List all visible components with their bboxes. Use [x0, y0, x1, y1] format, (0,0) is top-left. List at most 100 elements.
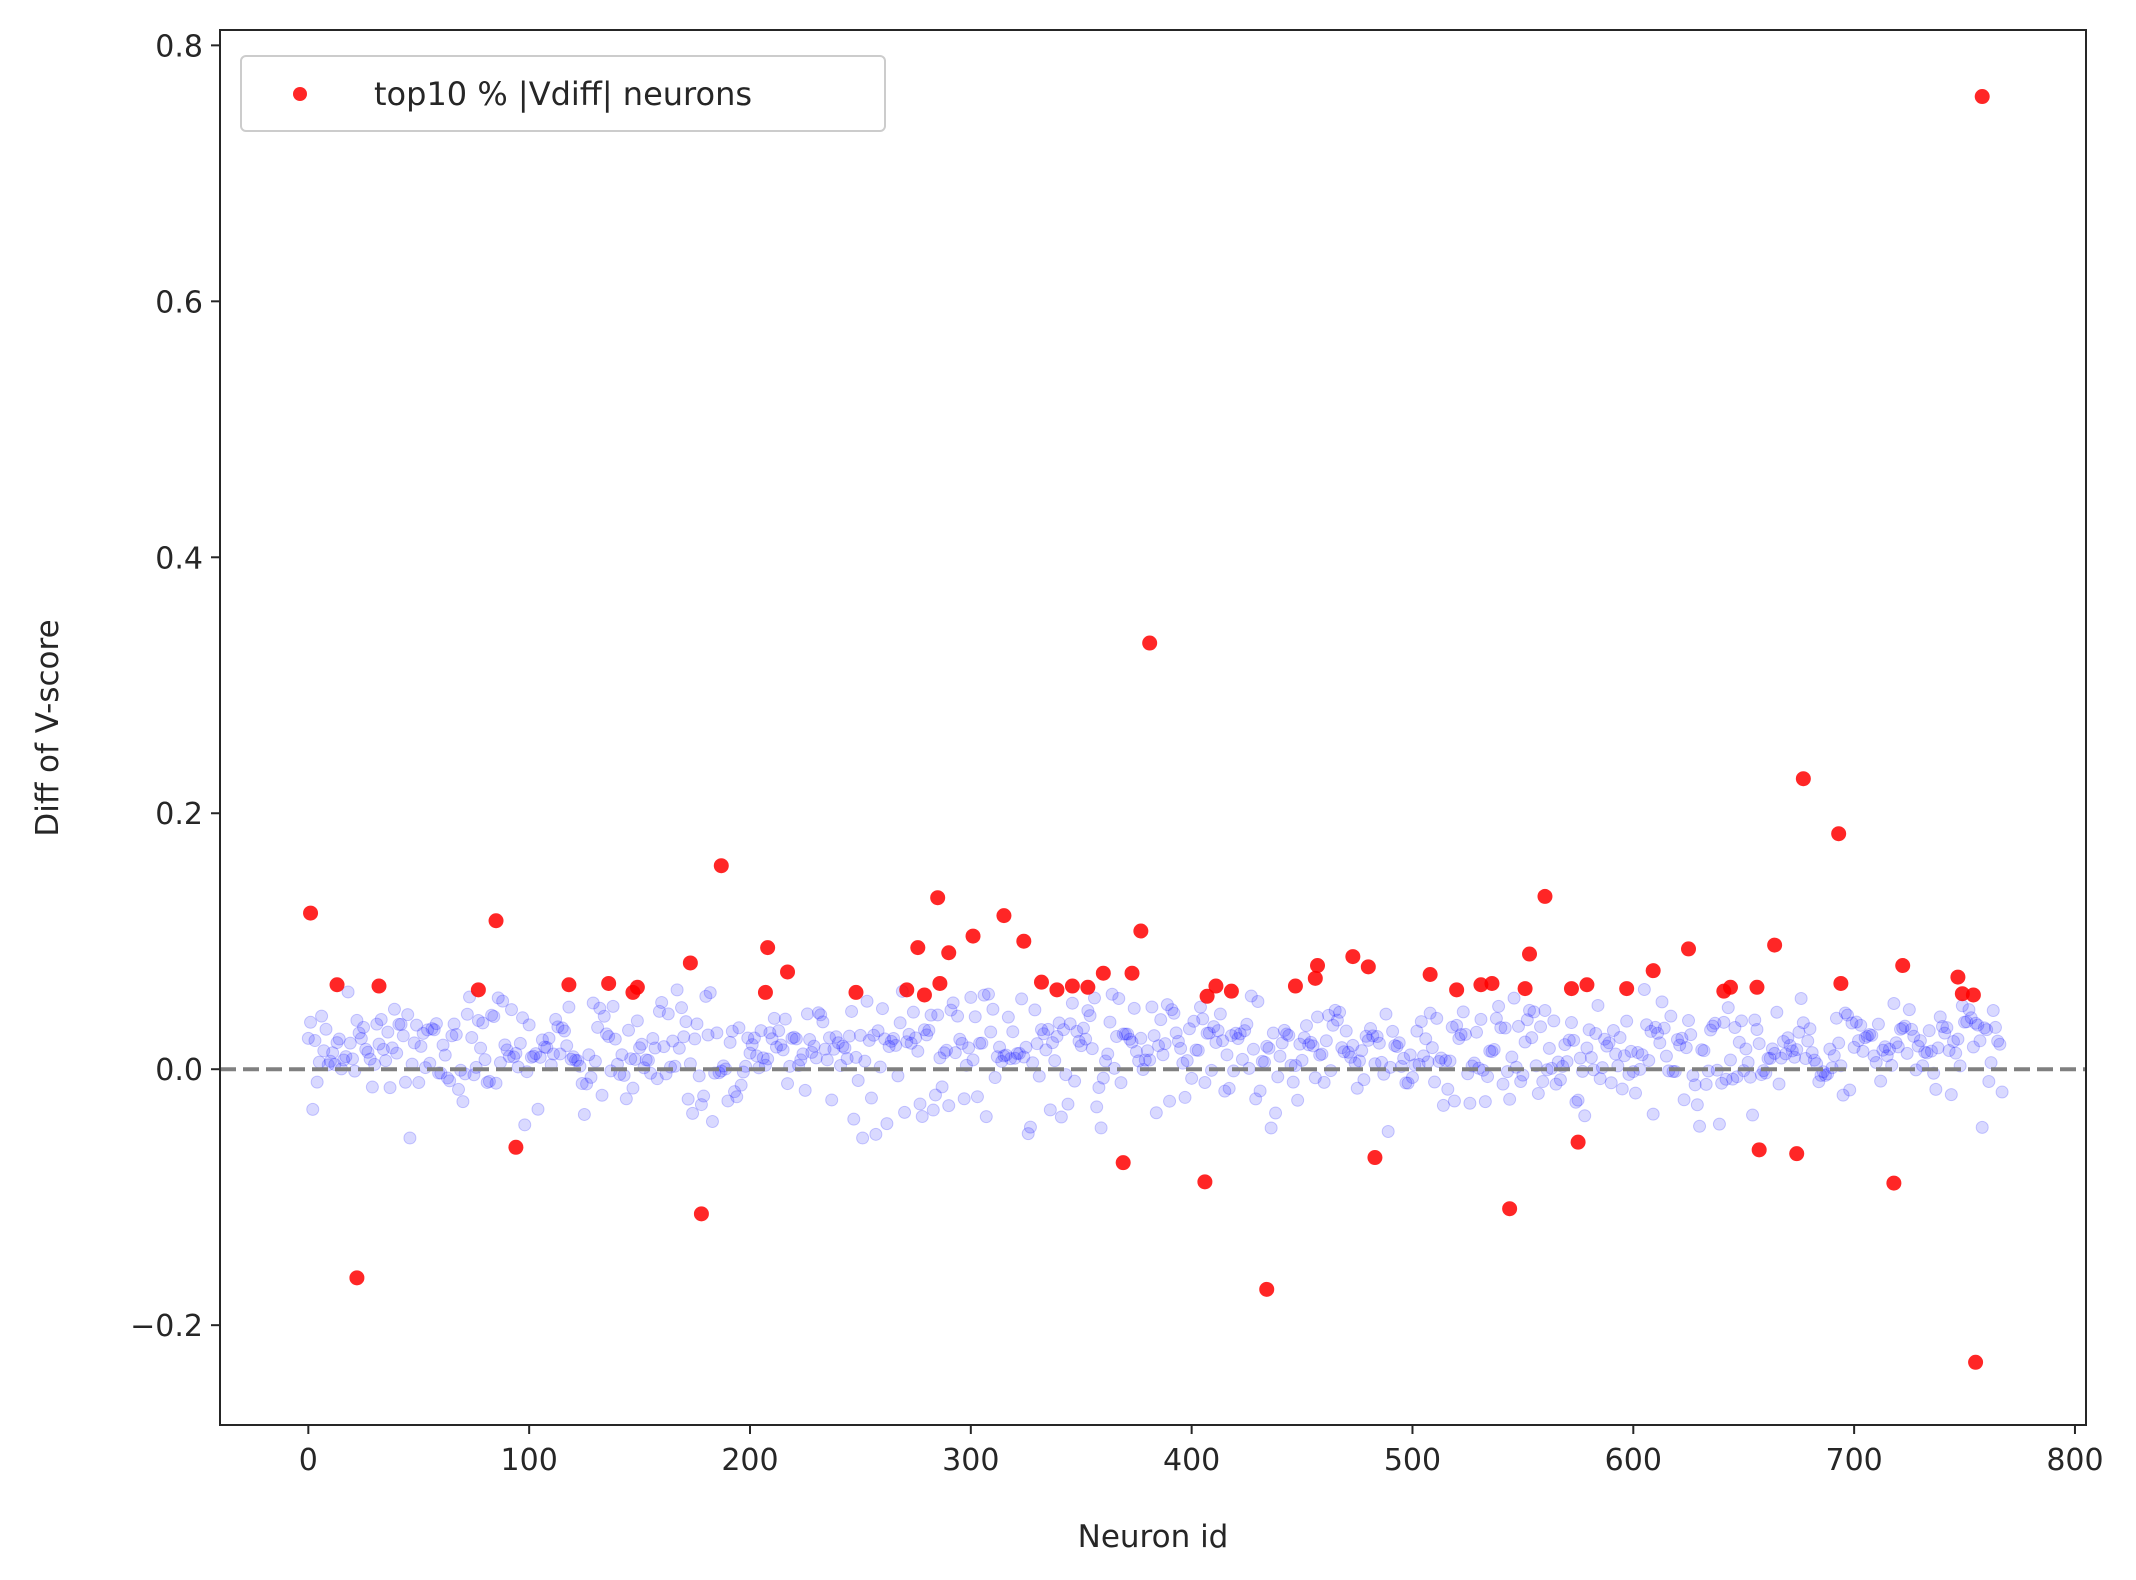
neuron-point	[862, 1033, 876, 1047]
neuron-point	[1832, 1036, 1846, 1050]
neuron-point	[1498, 1021, 1512, 1035]
neuron-point	[1818, 1068, 1832, 1082]
neuron-point	[465, 1030, 479, 1044]
neuron-point	[796, 1047, 810, 1061]
neuron-point	[1891, 1040, 1905, 1054]
neuron-point	[672, 1041, 686, 1055]
neuron-point	[1218, 1084, 1232, 1098]
neuron-point	[1503, 1092, 1517, 1106]
neuron-point	[1913, 1034, 1927, 1048]
neuron-point	[730, 1090, 744, 1104]
top-neuron-point	[760, 940, 776, 956]
neuron-point	[902, 1027, 916, 1041]
top-neuron-point	[1115, 1155, 1131, 1171]
neuron-point	[957, 1092, 971, 1106]
top-neuron-point	[1049, 982, 1065, 998]
neuron-point	[1366, 1029, 1380, 1043]
neuron-point	[1246, 1042, 1260, 1056]
neuron-point	[805, 1045, 819, 1059]
neuron-point	[1447, 1094, 1461, 1108]
neuron-point	[410, 1018, 424, 1032]
neuron-point	[1169, 1026, 1183, 1040]
neuron-point	[1712, 1117, 1726, 1131]
neuron-point	[485, 1008, 499, 1022]
top-neuron-point	[1968, 1354, 1984, 1370]
neuron-point	[845, 1004, 859, 1018]
neuron-point	[1059, 1068, 1073, 1082]
neuron-point	[1600, 1039, 1614, 1053]
neuron-point	[1326, 1018, 1340, 1032]
neuron-point	[628, 1052, 642, 1066]
top-neuron-point	[1360, 959, 1376, 975]
neuron-point	[1099, 1054, 1113, 1068]
neuron-point	[1096, 1071, 1110, 1085]
neuron-point	[1856, 1044, 1870, 1058]
top-neuron-point	[561, 977, 577, 993]
neuron-point	[1037, 1027, 1051, 1041]
neuron-point	[1311, 1010, 1325, 1024]
neuron-point	[350, 1013, 364, 1027]
top-neuron-point	[1199, 988, 1215, 1004]
neuron-point	[1878, 1040, 1892, 1054]
neuron-point	[1792, 1025, 1806, 1039]
neuron-point	[471, 1014, 485, 1028]
neuron-point	[1567, 1033, 1581, 1047]
neuron-point	[1882, 1042, 1896, 1056]
neuron-point	[376, 1042, 390, 1056]
neuron-point	[995, 1054, 1009, 1068]
neuron-point	[588, 1054, 602, 1068]
neuron-point	[878, 1032, 892, 1046]
neuron-point	[540, 1041, 554, 1055]
neuron-point	[317, 1044, 331, 1058]
neuron-point	[1982, 1075, 1996, 1089]
top-neuron-point	[1142, 635, 1158, 651]
neuron-point	[666, 1034, 680, 1048]
neuron-point	[1922, 1024, 1936, 1038]
neuron-point	[370, 1017, 384, 1031]
neuron-point	[898, 1105, 912, 1119]
neuron-point	[723, 1035, 737, 1049]
neuron-point	[1041, 1022, 1055, 1036]
neuron-point	[1293, 1037, 1307, 1051]
neuron-point	[1723, 1053, 1737, 1067]
neuron-point	[1911, 1039, 1925, 1053]
neuron-point	[533, 1050, 547, 1064]
neuron-point	[1019, 1040, 1033, 1054]
top-neuron-point	[1974, 89, 1990, 105]
neuron-point	[394, 1017, 408, 1031]
neuron-point	[1262, 1041, 1276, 1055]
y-axis: −0.2 0.0 0.2 0.4 0.6 0.8	[130, 29, 220, 1344]
neuron-point	[761, 1052, 775, 1066]
x-tick-label: 700	[1825, 1443, 1882, 1478]
neuron-point	[1417, 1049, 1431, 1063]
neuron-point	[670, 983, 684, 997]
neuron-point	[1251, 995, 1265, 1009]
neuron-point	[1010, 1047, 1024, 1061]
neuron-point	[1352, 1054, 1366, 1068]
neuron-point	[489, 1076, 503, 1090]
neuron-point	[1450, 1018, 1464, 1032]
neuron-point	[1887, 997, 1901, 1011]
neuron-point	[1187, 1014, 1201, 1028]
top-neuron-point	[1619, 981, 1635, 997]
neuron-point	[970, 1090, 984, 1104]
neuron-point	[1966, 1040, 1980, 1054]
neuron-point	[1315, 1047, 1329, 1061]
top-neuron-point	[1307, 970, 1323, 986]
neuron-point	[326, 1046, 340, 1060]
x-tick-label: 500	[1384, 1443, 1441, 1478]
neuron-point	[1249, 1092, 1263, 1106]
x-tick-label: 100	[501, 1443, 558, 1478]
neuron-point	[774, 1038, 788, 1052]
neuron-point	[962, 1041, 976, 1055]
neuron-point	[1973, 1034, 1987, 1048]
neuron-point	[858, 1054, 872, 1068]
neuron-point	[838, 1041, 852, 1055]
neuron-point	[1505, 1050, 1519, 1064]
neuron-point	[889, 1038, 903, 1052]
neuron-point	[1147, 1029, 1161, 1043]
neuron-point	[319, 1022, 333, 1036]
neuron-point	[811, 1006, 825, 1020]
neuron-point	[1774, 1051, 1788, 1065]
neuron-point	[677, 1030, 691, 1044]
